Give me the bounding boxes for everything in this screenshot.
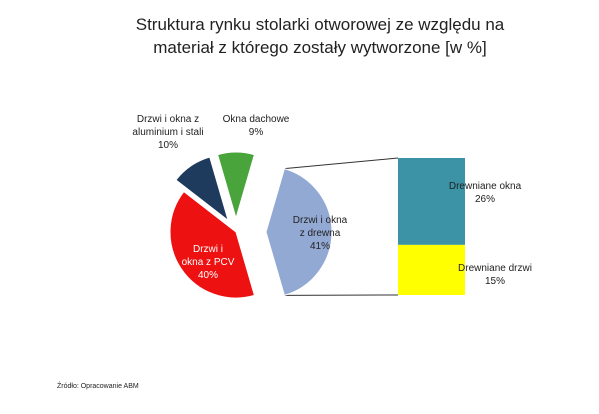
- label-drewniane-drzwi-value: 15%: [484, 276, 505, 287]
- label-drewniane-okna: Drewniane okna 26%: [430, 180, 540, 206]
- chart-title: Struktura rynku stolarki otworowej ze wz…: [60, 13, 580, 59]
- chart-title-line-2: materiał z którego zostały wytworzone [w…: [153, 38, 487, 57]
- stacked-bar: [398, 158, 465, 295]
- pie-slice-drzwi-i-okna-z-drewna: [265, 168, 333, 296]
- label-drewna-line-1: Drzwi i okna: [292, 215, 348, 226]
- label-drewna: Drzwi i okna z drewna 41%: [282, 214, 358, 253]
- label-aluminium-line-1: Drzwi i okna z: [136, 114, 200, 125]
- label-drewna-value: 41%: [309, 241, 330, 252]
- label-drewniane-okna-value: 26%: [474, 194, 495, 205]
- label-drewniane-drzwi: Drewniane drzwi 15%: [440, 262, 550, 288]
- label-pcv-line-1: Drzwi i: [193, 244, 223, 255]
- connector-lines: [284, 157, 399, 296]
- label-drewniane-drzwi-line-1: Drewniane drzwi: [458, 263, 532, 274]
- chart-title-line-1: Struktura rynku stolarki otworowej ze wz…: [135, 15, 505, 34]
- label-aluminium-line-2: aluminium i stali: [132, 127, 204, 138]
- pie-slice-okna-dachowe: [216, 151, 256, 220]
- label-pcv-line-2: okna z PCV: [181, 257, 235, 268]
- label-dachowe-line-1: Okna dachowe: [222, 114, 290, 125]
- label-aluminium: Drzwi i okna z aluminium i stali 10%: [118, 113, 218, 152]
- label-drewna-line-2: z drewna: [299, 228, 341, 239]
- bar-segment-drewniane-drzwi: [398, 244, 465, 295]
- pie-slices: [169, 151, 333, 299]
- label-pcv: Drzwi i okna z PCV 40%: [168, 243, 248, 282]
- pie-slice-drzwi-i-okna-z-aluminium-i-stali: [175, 156, 230, 222]
- label-aluminium-value: 10%: [157, 140, 178, 151]
- label-dachowe-value: 9%: [248, 127, 264, 138]
- label-drewniane-okna-line-1: Drewniane okna: [448, 181, 522, 192]
- source-note: Źródło: Opracowanie ABM: [57, 383, 139, 390]
- label-pcv-value: 40%: [197, 270, 218, 281]
- label-dachowe: Okna dachowe 9%: [210, 113, 302, 139]
- connector-line-top: [284, 157, 399, 170]
- bar-segment-drewniane-okna: [398, 158, 465, 245]
- pie-slice-drzwi-i-okna-z-pcv: [169, 190, 256, 299]
